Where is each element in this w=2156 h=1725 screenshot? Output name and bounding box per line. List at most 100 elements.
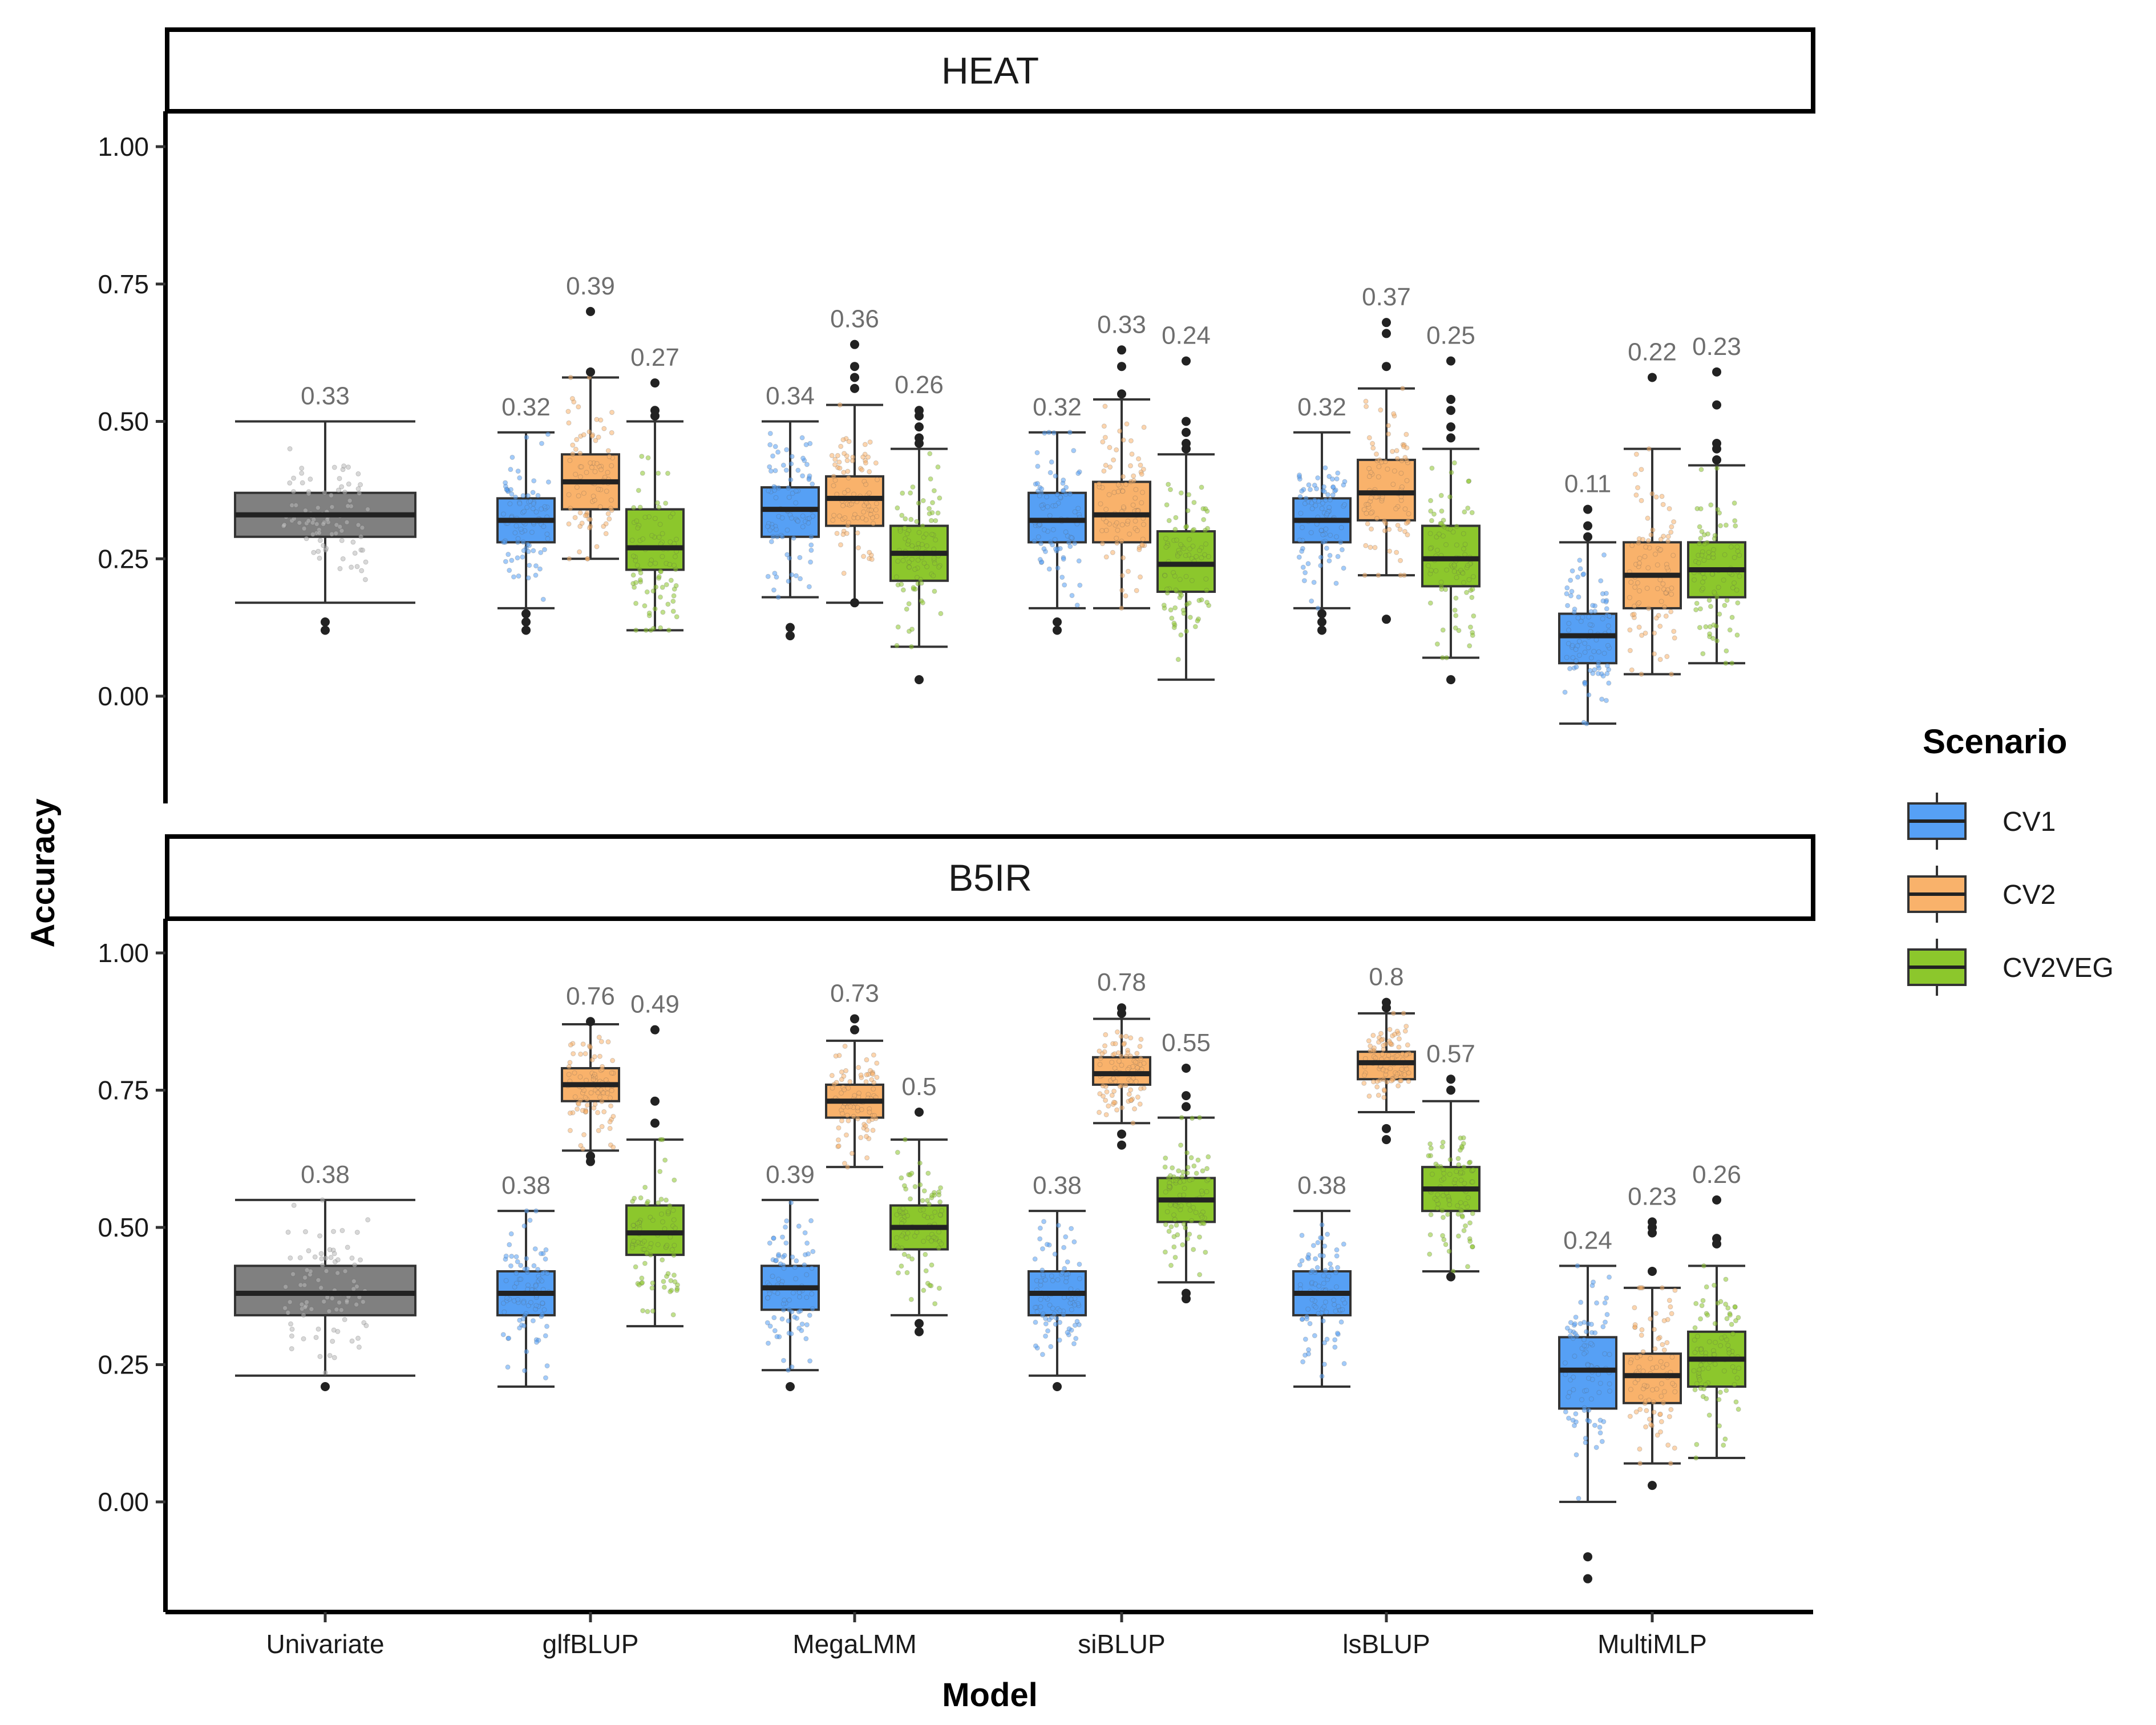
jitter-point — [1061, 1245, 1067, 1250]
jitter-point — [1322, 1340, 1328, 1346]
jitter-point — [1099, 541, 1105, 547]
jitter-point — [776, 485, 782, 491]
jitter-point — [1724, 1337, 1729, 1343]
jitter-point — [1206, 1176, 1211, 1182]
median-value-label: 0.57 — [1426, 1040, 1475, 1068]
jitter-point — [846, 520, 851, 526]
jitter-point — [1204, 588, 1210, 593]
jitter-point — [1321, 1304, 1327, 1310]
jitter-point — [925, 1214, 931, 1220]
jitter-point — [1368, 495, 1374, 501]
jitter-point — [1431, 511, 1437, 517]
jitter-point — [589, 1057, 595, 1063]
jitter-point — [1456, 628, 1462, 633]
jitter-point — [1341, 1361, 1347, 1367]
jitter-point — [1732, 500, 1737, 506]
jitter-point — [1591, 649, 1597, 655]
jitter-point — [345, 1245, 350, 1250]
jitter-point — [566, 1072, 572, 1077]
jitter-point — [1447, 1202, 1453, 1207]
jitter-point — [1128, 1053, 1134, 1059]
jitter-point — [1055, 565, 1061, 571]
jitter-point — [1110, 550, 1115, 555]
facet-strip — [165, 834, 1815, 921]
jitter-point — [1075, 506, 1081, 511]
outlier-point — [1648, 1481, 1657, 1490]
jitter-point — [1578, 619, 1584, 624]
jitter-point — [871, 521, 876, 527]
jitter-point — [765, 524, 771, 530]
jitter-point — [533, 563, 539, 569]
jitter-point — [1134, 528, 1140, 534]
jitter-point — [1604, 670, 1610, 676]
jitter-point — [659, 1211, 665, 1217]
jitter-point — [1131, 473, 1136, 479]
jitter-point — [1455, 1233, 1461, 1239]
jitter-point — [1322, 1299, 1328, 1305]
jitter-point — [544, 531, 550, 537]
jitter-point — [1712, 589, 1717, 595]
jitter-point — [567, 556, 572, 561]
jitter-point — [937, 495, 943, 501]
jitter-point — [545, 479, 551, 485]
jitter-point — [655, 500, 661, 506]
jitter-point — [533, 1339, 539, 1345]
jitter-point — [521, 1223, 527, 1229]
jitter-point — [1597, 1430, 1603, 1436]
jitter-point — [1568, 577, 1573, 583]
jitter-point — [1597, 1424, 1603, 1430]
jitter-point — [1376, 474, 1381, 480]
jitter-point — [1390, 482, 1396, 487]
outlier-point — [1712, 455, 1721, 464]
jitter-point — [939, 1208, 945, 1214]
jitter-point — [337, 1300, 342, 1306]
box-body — [234, 1265, 416, 1316]
jitter-point — [1669, 671, 1674, 677]
jitter-point — [1061, 477, 1066, 483]
jitter-point — [1370, 1032, 1376, 1038]
box-megalmm-cv2: 0.73 — [825, 979, 884, 1170]
jitter-point — [1185, 1165, 1191, 1170]
jitter-point — [1185, 1236, 1191, 1242]
jitter-point — [577, 510, 583, 516]
jitter-point — [1721, 1443, 1726, 1448]
jitter-point — [859, 467, 865, 472]
jitter-point — [1097, 1091, 1103, 1097]
jitter-point — [1072, 509, 1078, 515]
jitter-point — [1632, 1380, 1638, 1385]
jitter-point — [846, 1085, 851, 1091]
jitter-point — [315, 505, 321, 511]
jitter-point — [1461, 546, 1466, 552]
box-body — [1028, 491, 1087, 544]
jitter-point — [500, 1332, 506, 1338]
jitter-point — [1729, 660, 1735, 666]
jitter-points — [629, 1137, 680, 1318]
jitter-point — [871, 1052, 876, 1058]
jitter-point — [1596, 665, 1602, 671]
jitter-point — [1307, 487, 1313, 492]
jitter-point — [810, 1249, 816, 1254]
jitter-point — [806, 584, 812, 589]
jitter-point — [1394, 448, 1399, 454]
jitter-point — [797, 1294, 803, 1300]
jitter-point — [932, 1301, 938, 1307]
jitter-point — [571, 1051, 576, 1057]
jitter-point — [596, 1128, 601, 1133]
jitter-point — [535, 492, 541, 498]
jitter-point — [1469, 510, 1475, 515]
jitter-point — [798, 576, 803, 581]
jitter-point — [500, 539, 506, 545]
jitter-point — [1173, 515, 1179, 520]
jitter-point — [1163, 544, 1169, 550]
jitter-point — [895, 624, 901, 630]
jitter-point — [1661, 1389, 1667, 1395]
jitter-point — [1427, 1232, 1433, 1238]
jitter-point — [1637, 555, 1643, 561]
jitter-point — [345, 464, 351, 470]
jitter-point — [1191, 1205, 1196, 1210]
jitter-point — [1665, 534, 1671, 539]
jitter-point — [1440, 1193, 1446, 1198]
jitter-point — [533, 572, 539, 578]
jitter-point — [1733, 1318, 1738, 1324]
jitter-points — [1296, 465, 1348, 611]
